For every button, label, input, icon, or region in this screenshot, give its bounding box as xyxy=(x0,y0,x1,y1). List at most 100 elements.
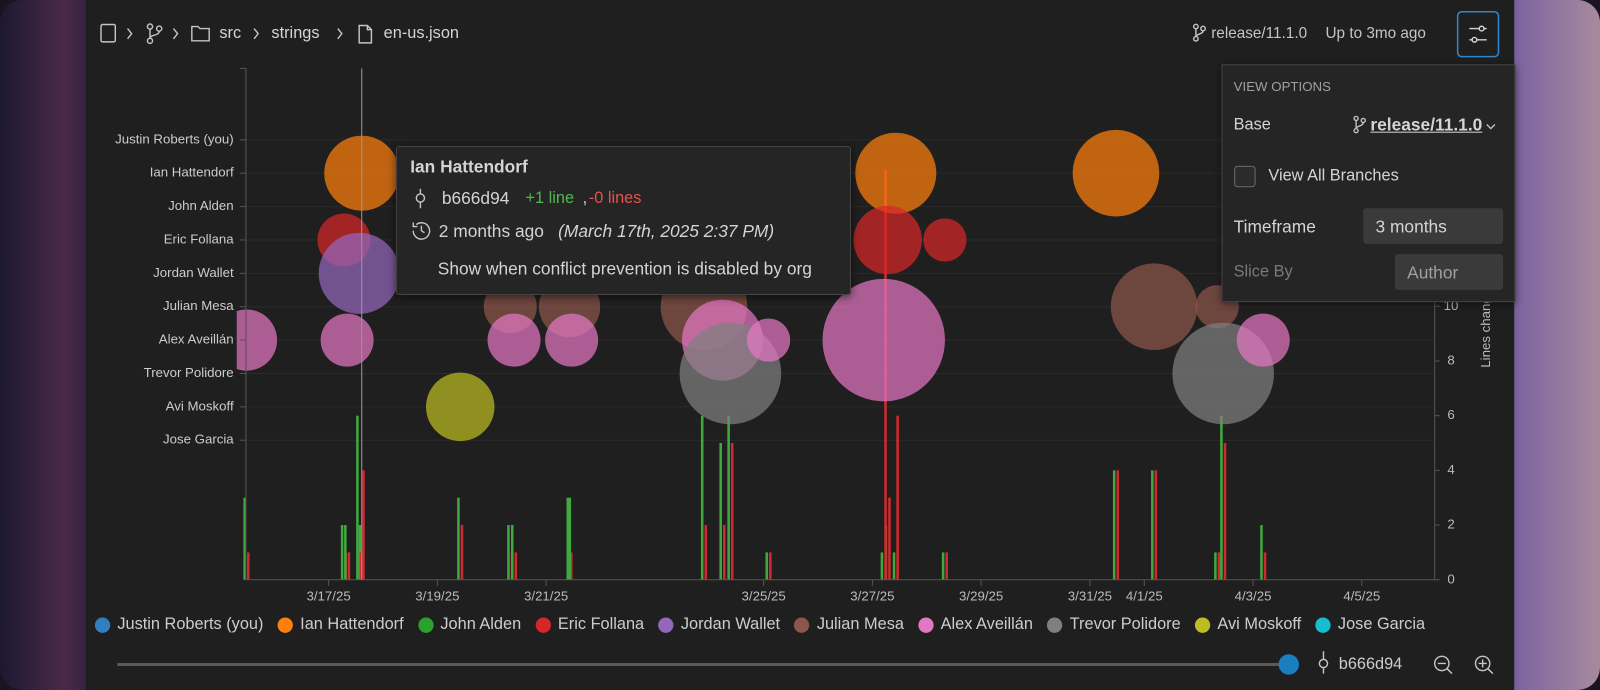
additions-bar xyxy=(457,497,460,580)
deletions-bar xyxy=(1223,443,1227,580)
legend-item[interactable]: Eric Follana xyxy=(535,615,644,633)
deletions-bar xyxy=(460,525,464,580)
y-tick-label: Eric Follana xyxy=(164,231,235,246)
y-tick-label: Jordan Wallet xyxy=(153,265,234,280)
legend-swatch xyxy=(658,617,674,633)
slice-dropdown[interactable] xyxy=(1394,254,1504,290)
legend-swatch xyxy=(277,617,294,633)
tooltip-author: Ian Hattendorf xyxy=(410,157,528,177)
tooltip-relative-date: 2 months ago xyxy=(438,221,544,241)
legend-item[interactable]: Jose Garcia xyxy=(1315,615,1425,633)
x-tick-label: 3/25/25 xyxy=(742,589,786,604)
additions-bar xyxy=(700,415,704,580)
base-chevron xyxy=(1486,124,1496,130)
repo-icon xyxy=(100,23,117,43)
commit-bubble xyxy=(853,205,922,275)
commit-bubble xyxy=(855,132,937,214)
commit-bubble xyxy=(923,218,967,262)
breadcrumb-file[interactable]: en-us.json xyxy=(383,24,460,42)
view-options-popup: VIEW OPTIONS Base release/11.1.0 View Al… xyxy=(1221,64,1516,303)
legend-item[interactable]: Justin Roberts (you) xyxy=(94,615,264,633)
legend-item[interactable]: Jordan Wallet xyxy=(658,615,780,633)
legend-label: Avi Moskoff xyxy=(1217,615,1302,633)
commit-bubble xyxy=(822,278,945,402)
zoom-out-button[interactable] xyxy=(1433,655,1453,675)
branch-icon xyxy=(1353,115,1366,134)
commit-bubble xyxy=(320,313,374,367)
legend-label: Eric Follana xyxy=(557,615,645,633)
legend-item[interactable]: Julian Mesa xyxy=(794,615,904,633)
additions-bar xyxy=(356,415,359,580)
deletions-bar xyxy=(896,415,899,580)
branch-icon xyxy=(1192,23,1207,42)
deletions-bar xyxy=(1116,470,1120,580)
view-all-checkbox[interactable] xyxy=(1234,165,1256,188)
zoom-in-button[interactable] xyxy=(1474,655,1494,675)
commit-tooltip: Ian Hattendorf b666d94 +1 line , -0 line… xyxy=(395,145,852,295)
header-branch: release/11.1.0 xyxy=(1211,24,1308,42)
y-tick-label: Justin Roberts (you) xyxy=(115,131,234,146)
view-options-button[interactable] xyxy=(1456,10,1500,58)
legend-label: Alex Aveillán xyxy=(940,615,1033,633)
y2-tick-label: 2 xyxy=(1447,517,1454,532)
additions-bar xyxy=(765,552,769,580)
y-tick-label: Ian Hattendorf xyxy=(150,165,234,180)
legend-item[interactable]: Alex Aveillán xyxy=(918,615,1033,633)
base-value[interactable]: release/11.1.0 xyxy=(1370,115,1483,135)
y2-axis-title: Lines changed xyxy=(1478,281,1493,367)
popup-heading: VIEW OPTIONS xyxy=(1233,78,1331,94)
legend-item[interactable]: John Alden xyxy=(417,615,521,633)
slice-value[interactable]: Author xyxy=(1407,263,1459,283)
commit-bubble xyxy=(236,309,278,371)
deletions-bar xyxy=(704,525,708,580)
additions-bar xyxy=(507,525,510,580)
x-tick-label: 4/3/25 xyxy=(1235,589,1272,604)
timeframe-dropdown[interactable] xyxy=(1363,208,1504,244)
additions-bar xyxy=(941,552,945,580)
deletions-bar xyxy=(722,525,726,580)
tooltip-sha: b666d94 xyxy=(441,188,510,209)
view-all-label[interactable]: View All Branches xyxy=(1268,167,1399,185)
commit-bubble xyxy=(545,313,599,367)
commit-icon xyxy=(415,193,426,203)
commit-bubble xyxy=(318,232,400,314)
legend-label: Justin Roberts (you) xyxy=(117,615,264,633)
legend-swatch xyxy=(535,617,551,633)
legend-swatch xyxy=(918,617,934,633)
commit-bubble xyxy=(746,318,791,362)
breadcrumb-folder[interactable]: src xyxy=(219,24,242,42)
legend-label: Jose Garcia xyxy=(1337,615,1426,633)
x-tick-label: 4/5/25 xyxy=(1343,589,1380,604)
additions-bar xyxy=(1112,470,1116,580)
commit-bubble xyxy=(487,313,541,367)
additions-bar xyxy=(892,552,896,580)
tooltip-message: Show when conflict prevention is disable… xyxy=(437,259,812,279)
deletions-bar xyxy=(347,552,351,580)
file-icon xyxy=(358,24,373,44)
legend-item[interactable]: Avi Moskoff xyxy=(1194,615,1302,633)
deletions-bar xyxy=(888,497,891,580)
timeframe-value[interactable]: 3 months xyxy=(1375,217,1447,237)
y-tick-label: Trevor Polidore xyxy=(144,365,234,380)
popup-icons xyxy=(1234,115,1496,276)
legend-label: Jordan Wallet xyxy=(680,615,781,633)
y-tick-label: Avi Moskoff xyxy=(166,398,234,413)
deletions-bar xyxy=(362,470,365,580)
branch-icon xyxy=(146,23,163,45)
deletions-bar xyxy=(1217,552,1221,580)
footer-icons xyxy=(1318,651,1494,675)
commit-bubble xyxy=(1236,313,1290,367)
tooltip-icons xyxy=(412,188,431,240)
legend-swatch xyxy=(1315,617,1331,633)
legend-item[interactable]: Ian Hattendorf xyxy=(277,615,404,633)
legend-swatch xyxy=(94,617,111,633)
breadcrumb-subfolder[interactable]: strings xyxy=(271,24,320,42)
deletions-bar xyxy=(1154,470,1158,580)
additions-bar xyxy=(727,415,730,580)
legend: Justin Roberts (you) Ian Hattendorf John A… xyxy=(94,615,1425,633)
additions-bar xyxy=(568,497,572,580)
legend-item[interactable]: Trevor Polidore xyxy=(1047,615,1181,633)
commit-bubble xyxy=(1072,129,1160,217)
timeline-slider-thumb[interactable] xyxy=(1278,654,1299,675)
